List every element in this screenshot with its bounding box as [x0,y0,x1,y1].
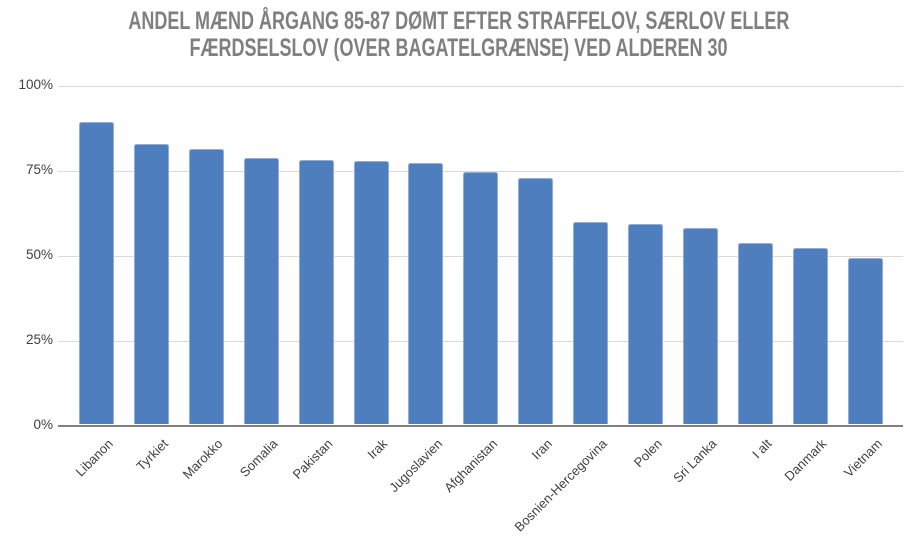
bar-irak [353,161,389,425]
bar-tyrkiet [133,144,169,425]
x-category-label: Pakistan [289,436,336,482]
x-category-label: Jugoslavien [386,436,446,496]
gridline [58,85,903,87]
bar-jugoslavien [408,163,444,425]
gridline [58,170,903,172]
bar-vietnam [847,258,883,425]
bar-danmark [792,247,828,425]
x-category-label: Marokko [180,436,226,482]
bar-bosnien-hercegovina [573,222,609,425]
y-tick-label: 75% [25,162,53,178]
x-category-label: Libanon [72,436,117,480]
chart-title-line-2: FÆRDSELSLOV (OVER BAGATELGRÆNSE) VED ALD… [189,34,728,62]
x-category-label: Vietnam [840,436,885,481]
x-category-label: Somalia [236,436,281,480]
bar-iran [518,178,554,425]
y-tick-label: 25% [25,332,53,348]
x-axis-baseline [58,424,903,427]
x-category-label: Danmark [781,436,830,484]
bar-afghanistan [463,171,499,425]
bar-polen [628,224,663,425]
x-category-label: Tyrkiet [133,436,172,474]
y-tick-label: 100% [18,77,53,93]
x-category-label: Afghanistan [441,436,501,496]
bar-i-alt [737,242,773,425]
bar-somalia [243,157,279,425]
x-category-label: I alt [749,436,775,462]
y-tick-label: 0% [33,417,53,432]
x-category-label: Irak [364,436,391,462]
bar-sri-lanka [682,227,718,425]
x-category-label: Bosnien-Hercegovina [511,436,611,535]
x-category-label: Polen [630,436,666,471]
chart-title: ANDEL MÆND ÅRGANG 85-87 DØMT EFTER STRAF… [128,7,790,62]
bar-pakistan [298,159,334,425]
x-category-label: Sri Lanka [670,436,721,486]
bar-libanon [79,122,114,425]
x-category-label: Iran [528,436,556,463]
bar-marokko [188,149,224,425]
chart-title-line-1: ANDEL MÆND ÅRGANG 85-87 DØMT EFTER STRAF… [128,7,790,35]
y-tick-label: 50% [25,247,53,263]
